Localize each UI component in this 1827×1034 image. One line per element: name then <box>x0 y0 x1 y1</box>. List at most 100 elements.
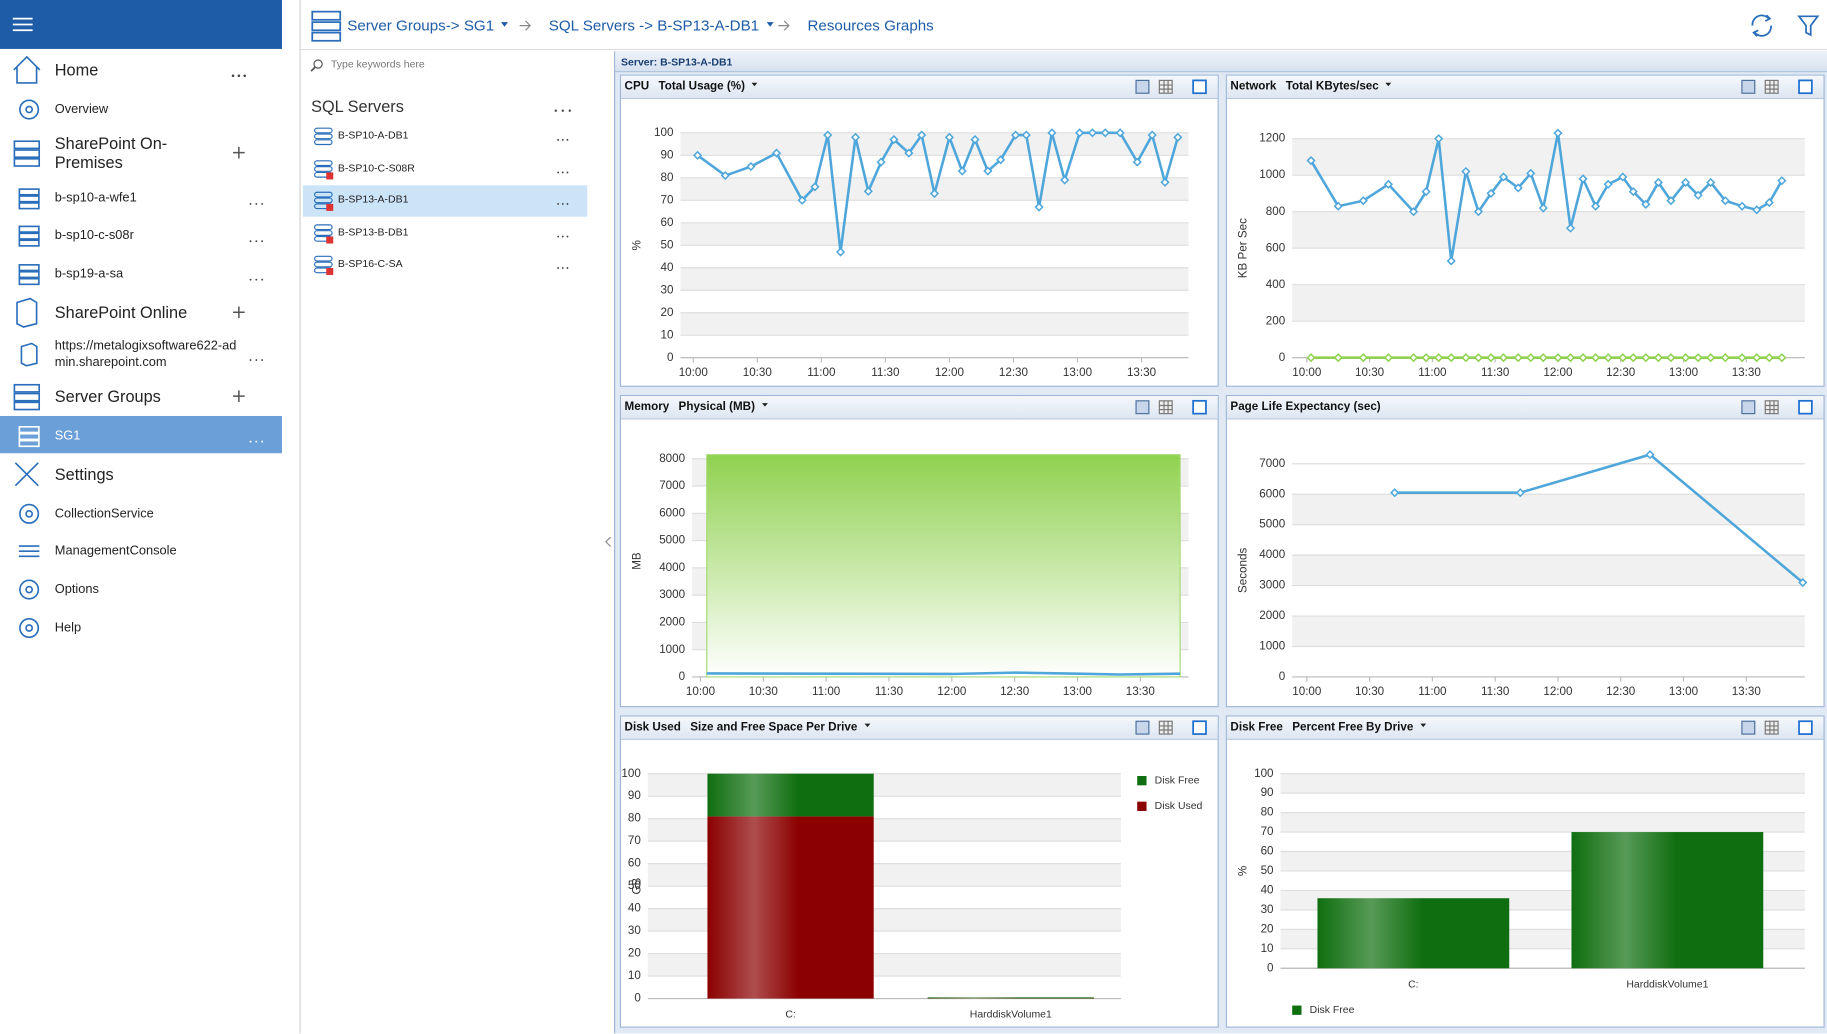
point <box>1021 130 1031 140</box>
more-button[interactable] <box>248 238 267 245</box>
search-input[interactable]: Type keywords here <box>330 58 425 70</box>
server-item[interactable]: B-SP10-C-S08R <box>337 161 415 174</box>
more-button[interactable] <box>248 276 267 283</box>
server-item[interactable]: B-SP13-A-DB1 <box>337 193 409 206</box>
grid-band <box>680 222 1189 246</box>
point <box>1681 177 1691 188</box>
icon-part <box>13 392 41 402</box>
panel-title: Network <box>1230 80 1277 94</box>
more-button[interactable] <box>553 107 572 114</box>
x-tick-label: C: <box>1408 979 1418 990</box>
nav-icon <box>13 140 41 167</box>
panel-subtitle[interactable]: Total KBytes/sec <box>1285 80 1379 94</box>
point <box>1737 353 1747 363</box>
point <box>1473 207 1483 217</box>
dot <box>249 278 252 281</box>
icon-shape <box>18 225 40 247</box>
breadcrumb-item[interactable]: Resources Graphs <box>807 16 934 34</box>
nav-item[interactable]: CollectionService <box>54 506 154 521</box>
more-button[interactable] <box>556 200 572 207</box>
x-tick-label: 11:00 <box>807 366 836 379</box>
panel-subtitle[interactable]: Total Usage (%) <box>658 80 746 94</box>
nav-icon <box>19 503 40 524</box>
panel-tools[interactable] <box>1131 78 1213 97</box>
point <box>1383 353 1394 363</box>
y-tick-label: 400 <box>1266 278 1286 291</box>
menu-button[interactable] <box>0 0 47 49</box>
point <box>1538 203 1548 213</box>
nav-item[interactable]: SharePoint Online <box>54 302 188 322</box>
nav-item[interactable]: Overview <box>54 102 109 117</box>
nav-item[interactable]: SG1 <box>54 428 81 443</box>
icon-shape <box>13 140 41 167</box>
nav-item[interactable]: ManagementConsole <box>54 544 177 559</box>
panel-tools[interactable] <box>1737 719 1819 738</box>
more-button[interactable] <box>556 136 572 143</box>
x-tick-label: 13:30 <box>1732 366 1762 379</box>
point <box>1498 353 1509 363</box>
more-button[interactable] <box>248 357 267 364</box>
dropdown-caret <box>1420 723 1427 728</box>
panel-tools[interactable] <box>1131 719 1213 738</box>
panel-tools[interactable] <box>1737 398 1819 417</box>
status <box>326 235 334 243</box>
panel-tools[interactable] <box>1737 78 1819 97</box>
y-tick-label: 80 <box>661 171 674 184</box>
server-item[interactable]: B-SP10-A-DB1 <box>337 129 409 141</box>
icon-part <box>314 223 333 230</box>
nav-item[interactable]: Help <box>54 621 82 636</box>
point <box>1618 172 1628 182</box>
point <box>1473 353 1483 363</box>
caret <box>1385 82 1392 87</box>
nav-item[interactable]: b-sp19-a-sa <box>54 266 124 281</box>
server-item[interactable]: B-SP16-C-SA <box>337 257 403 270</box>
tool-icon <box>1741 720 1756 735</box>
breadcrumb-item[interactable]: SQL Servers -> B-SP13-A-DB1 <box>548 16 760 34</box>
point <box>917 130 927 140</box>
icon-shape <box>13 383 41 411</box>
nav-item[interactable]: SharePoint On-Premises <box>54 133 168 172</box>
add-button[interactable] <box>232 389 246 403</box>
list-title: SQL Servers <box>311 96 404 116</box>
y-tick-label: 4000 <box>659 561 685 574</box>
panel-tools[interactable] <box>1131 398 1213 417</box>
point <box>835 247 846 257</box>
x-tick-label: 10:30 <box>1355 366 1385 379</box>
breadcrumb-item[interactable]: Server Groups-> SG1 <box>347 16 495 34</box>
nav-item[interactable]: Home <box>54 60 99 80</box>
nav-item[interactable]: Options <box>54 582 99 597</box>
more-button[interactable] <box>556 232 572 239</box>
nav-item[interactable]: Server Groups <box>54 386 161 406</box>
more-button[interactable] <box>556 168 572 175</box>
more-button[interactable] <box>248 438 267 445</box>
panel-subtitle[interactable]: Physical (MB) <box>678 400 755 414</box>
nav-icon <box>13 55 41 84</box>
icon-part <box>314 261 333 268</box>
nav-item[interactable]: b-sp10-c-s08r <box>54 228 134 243</box>
add-button[interactable] <box>232 305 246 319</box>
more-button[interactable] <box>556 264 572 271</box>
collapse-handle[interactable] <box>604 536 613 548</box>
caret <box>752 82 758 87</box>
line <box>706 671 1181 676</box>
more-button[interactable] <box>248 200 267 207</box>
panel-subtitle[interactable]: Size and Free Space Per Drive <box>690 721 858 735</box>
nav-icon <box>14 462 39 487</box>
toolbar-icons[interactable] <box>1745 10 1827 40</box>
more-button[interactable] <box>231 72 250 79</box>
server-item[interactable]: B-SP13-B-DB1 <box>337 225 409 238</box>
icon-shape <box>18 264 40 286</box>
add-button[interactable] <box>232 146 246 160</box>
icon-shape <box>16 297 38 328</box>
point <box>1132 157 1142 167</box>
panel-subtitle[interactable]: Percent Free By Drive <box>1292 721 1414 735</box>
nav-item[interactable]: https://metalogixsoftware622-admin.share… <box>54 339 237 370</box>
nav-item[interactable]: b-sp10-a-wfe1 <box>54 191 137 206</box>
point <box>1752 353 1762 363</box>
y-tick-label: 3000 <box>659 588 685 601</box>
nav-item[interactable]: Settings <box>54 464 114 484</box>
tool-icon <box>1741 400 1756 415</box>
nav-icon <box>19 579 40 600</box>
x-tick-label: 12:30 <box>999 366 1029 379</box>
y-tick-label: 80 <box>628 812 641 825</box>
